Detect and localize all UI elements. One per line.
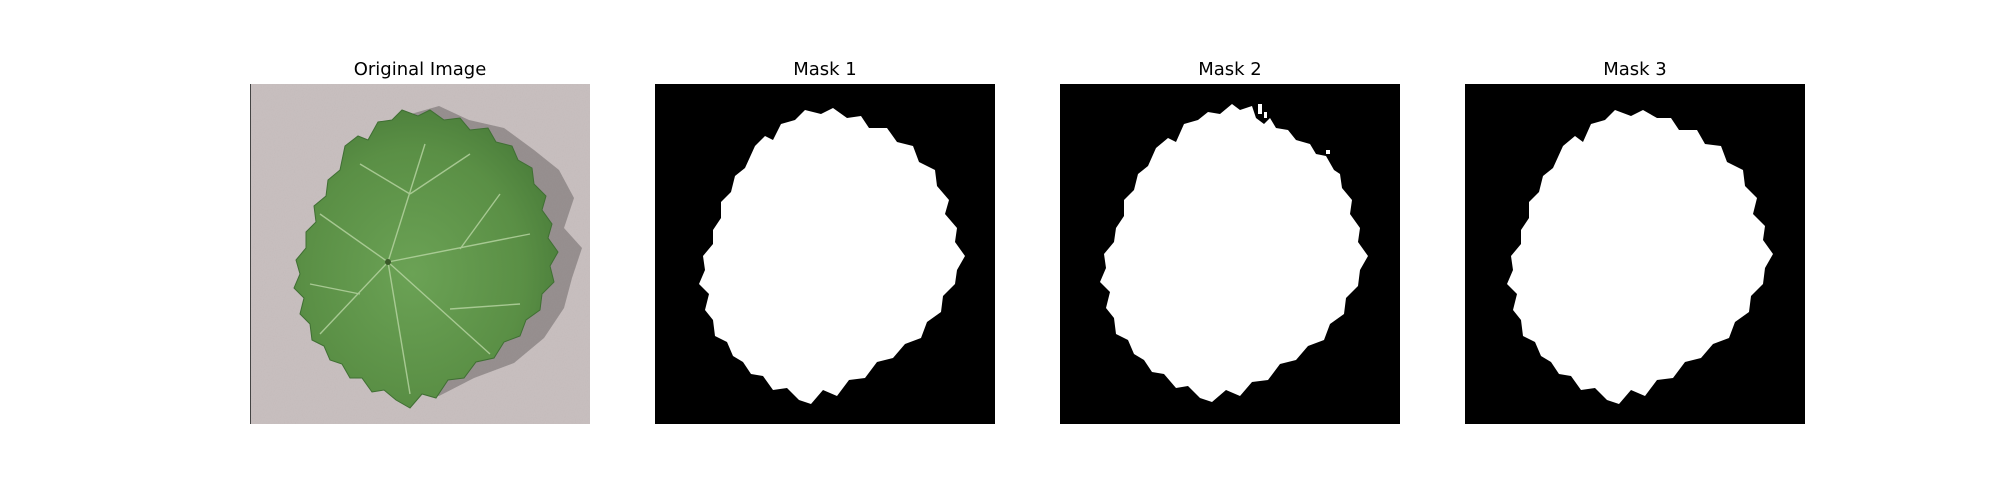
leaf-photo-svg	[250, 84, 590, 424]
panel-mask-1: Mask 1	[655, 0, 995, 500]
panel-mask-2: Mask 2	[1060, 0, 1400, 500]
mask-1-svg	[655, 84, 995, 424]
panel-original-image: Original Image	[250, 0, 590, 500]
panel-title-mask-2: Mask 2	[1198, 59, 1262, 80]
panel-title-original: Original Image	[353, 59, 487, 80]
mask-2-svg	[1060, 84, 1400, 424]
mask-3-image	[1465, 84, 1805, 424]
mask-3-foreground	[1507, 110, 1773, 404]
mask-2-image	[1060, 84, 1400, 424]
mask-2-foreground	[1100, 104, 1368, 402]
mask-1-image	[655, 84, 995, 424]
original-leaf-photo	[250, 84, 590, 424]
leaf-veins	[309, 143, 531, 395]
mask-3-svg	[1465, 84, 1805, 424]
leaf-shape	[293, 109, 559, 409]
panel-mask-3: Mask 3	[1465, 0, 1805, 500]
mask-1-foreground	[699, 108, 965, 404]
panel-title-mask-3: Mask 3	[1603, 59, 1667, 80]
panel-title-mask-1: Mask 1	[793, 59, 857, 80]
